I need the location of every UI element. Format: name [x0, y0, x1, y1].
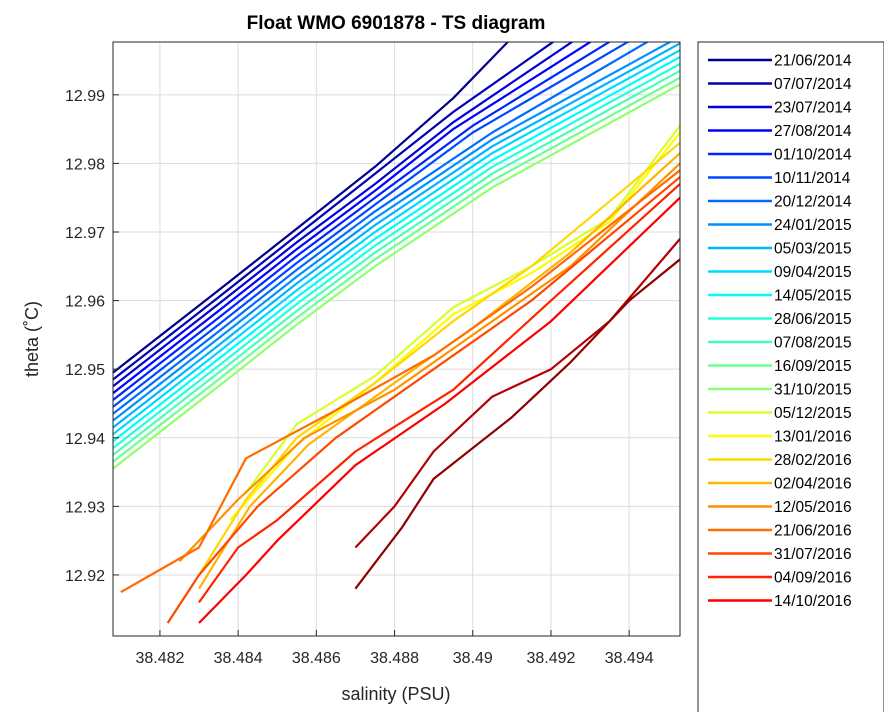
- series-line: [198, 152, 680, 590]
- legend-label: 04/09/2016: [774, 570, 852, 587]
- legend-label: 07/07/2014: [774, 76, 852, 93]
- x-tick-label: 38.494: [605, 650, 654, 667]
- x-axis-label: salinity (PSU): [341, 684, 450, 704]
- legend-label: 28/06/2015: [774, 311, 852, 328]
- y-tick-label: 12.94: [65, 431, 105, 448]
- legend-label: 12/05/2016: [774, 499, 852, 516]
- series-line: [198, 196, 680, 624]
- legend-label: 23/07/2014: [774, 100, 852, 117]
- series-line: [113, 42, 510, 374]
- legend-label: 05/03/2015: [774, 241, 852, 258]
- chart-title: Float WMO 6901878 - TS diagram: [247, 13, 546, 34]
- series-line: [113, 56, 680, 443]
- y-tick-label: 12.93: [65, 499, 105, 516]
- y-tick-label: 12.99: [65, 88, 105, 105]
- legend-label: 31/07/2016: [774, 546, 852, 563]
- y-tick-label: 12.96: [65, 294, 105, 311]
- legend-label: 31/10/2015: [774, 382, 852, 399]
- legend-label: 09/04/2015: [774, 264, 852, 281]
- plot-frame: [112, 41, 681, 637]
- series-line: [113, 62, 680, 449]
- series-line: [198, 183, 680, 604]
- legend-label: 14/05/2015: [774, 288, 852, 305]
- series-line: [198, 141, 680, 576]
- series-line: [113, 76, 680, 463]
- legend-label: 16/09/2015: [774, 358, 852, 375]
- x-tick-label: 38.49: [453, 650, 493, 667]
- legend: 21/06/2014 07/07/2014 23/07/2014 27/08/2014…: [697, 41, 884, 712]
- y-tick-label: 12.95: [65, 362, 105, 379]
- y-tick-label: 12.97: [65, 225, 105, 242]
- y-tick-label: 12.98: [65, 156, 105, 173]
- axis-ticks: 38.482 38.484 38.486 38.488 38.49 38.492 38.49…: [65, 88, 654, 667]
- legend-label: 21/06/2014: [774, 53, 852, 70]
- series-line: [113, 83, 680, 470]
- series-line: [120, 169, 680, 594]
- x-tick-label: 38.492: [526, 650, 575, 667]
- series-line: [113, 42, 673, 422]
- x-tick-label: 38.486: [292, 650, 341, 667]
- x-tick-label: 38.482: [135, 650, 184, 667]
- series-line: [113, 69, 680, 456]
- y-tick-label: 12.92: [65, 568, 105, 585]
- legend-label: 07/08/2015: [774, 335, 852, 352]
- series-line: [113, 42, 593, 395]
- legend-label: 05/12/2015: [774, 405, 852, 422]
- series-line: [166, 176, 680, 624]
- legend-label: 10/11/2014: [774, 170, 851, 187]
- series-line: [113, 42, 555, 381]
- data-series: [113, 42, 680, 624]
- series-line: [113, 42, 630, 408]
- legend-label: 21/06/2016: [774, 523, 852, 540]
- series-line: [113, 42, 680, 429]
- series-line: [113, 42, 574, 388]
- x-tick-label: 38.484: [214, 650, 263, 667]
- y-axis-label: theta (˚C): [22, 301, 42, 377]
- legend-label: 13/01/2016: [774, 429, 852, 446]
- series-line: [354, 258, 680, 590]
- legend-label: 14/10/2016: [774, 593, 852, 610]
- legend-label: 27/08/2014: [774, 123, 852, 140]
- series-line: [178, 162, 680, 562]
- legend-label: 02/04/2016: [774, 476, 852, 493]
- legend-label: 24/01/2015: [774, 217, 852, 234]
- series-line: [113, 42, 612, 401]
- series-line: [113, 42, 650, 415]
- legend-label: 20/12/2014: [774, 194, 852, 211]
- series-line: [354, 238, 680, 549]
- legend-label: 01/10/2014: [774, 147, 852, 164]
- series-line: [113, 49, 680, 436]
- legend-label: 28/02/2016: [774, 452, 852, 469]
- legend-box: [697, 41, 884, 712]
- x-tick-label: 38.488: [370, 650, 419, 667]
